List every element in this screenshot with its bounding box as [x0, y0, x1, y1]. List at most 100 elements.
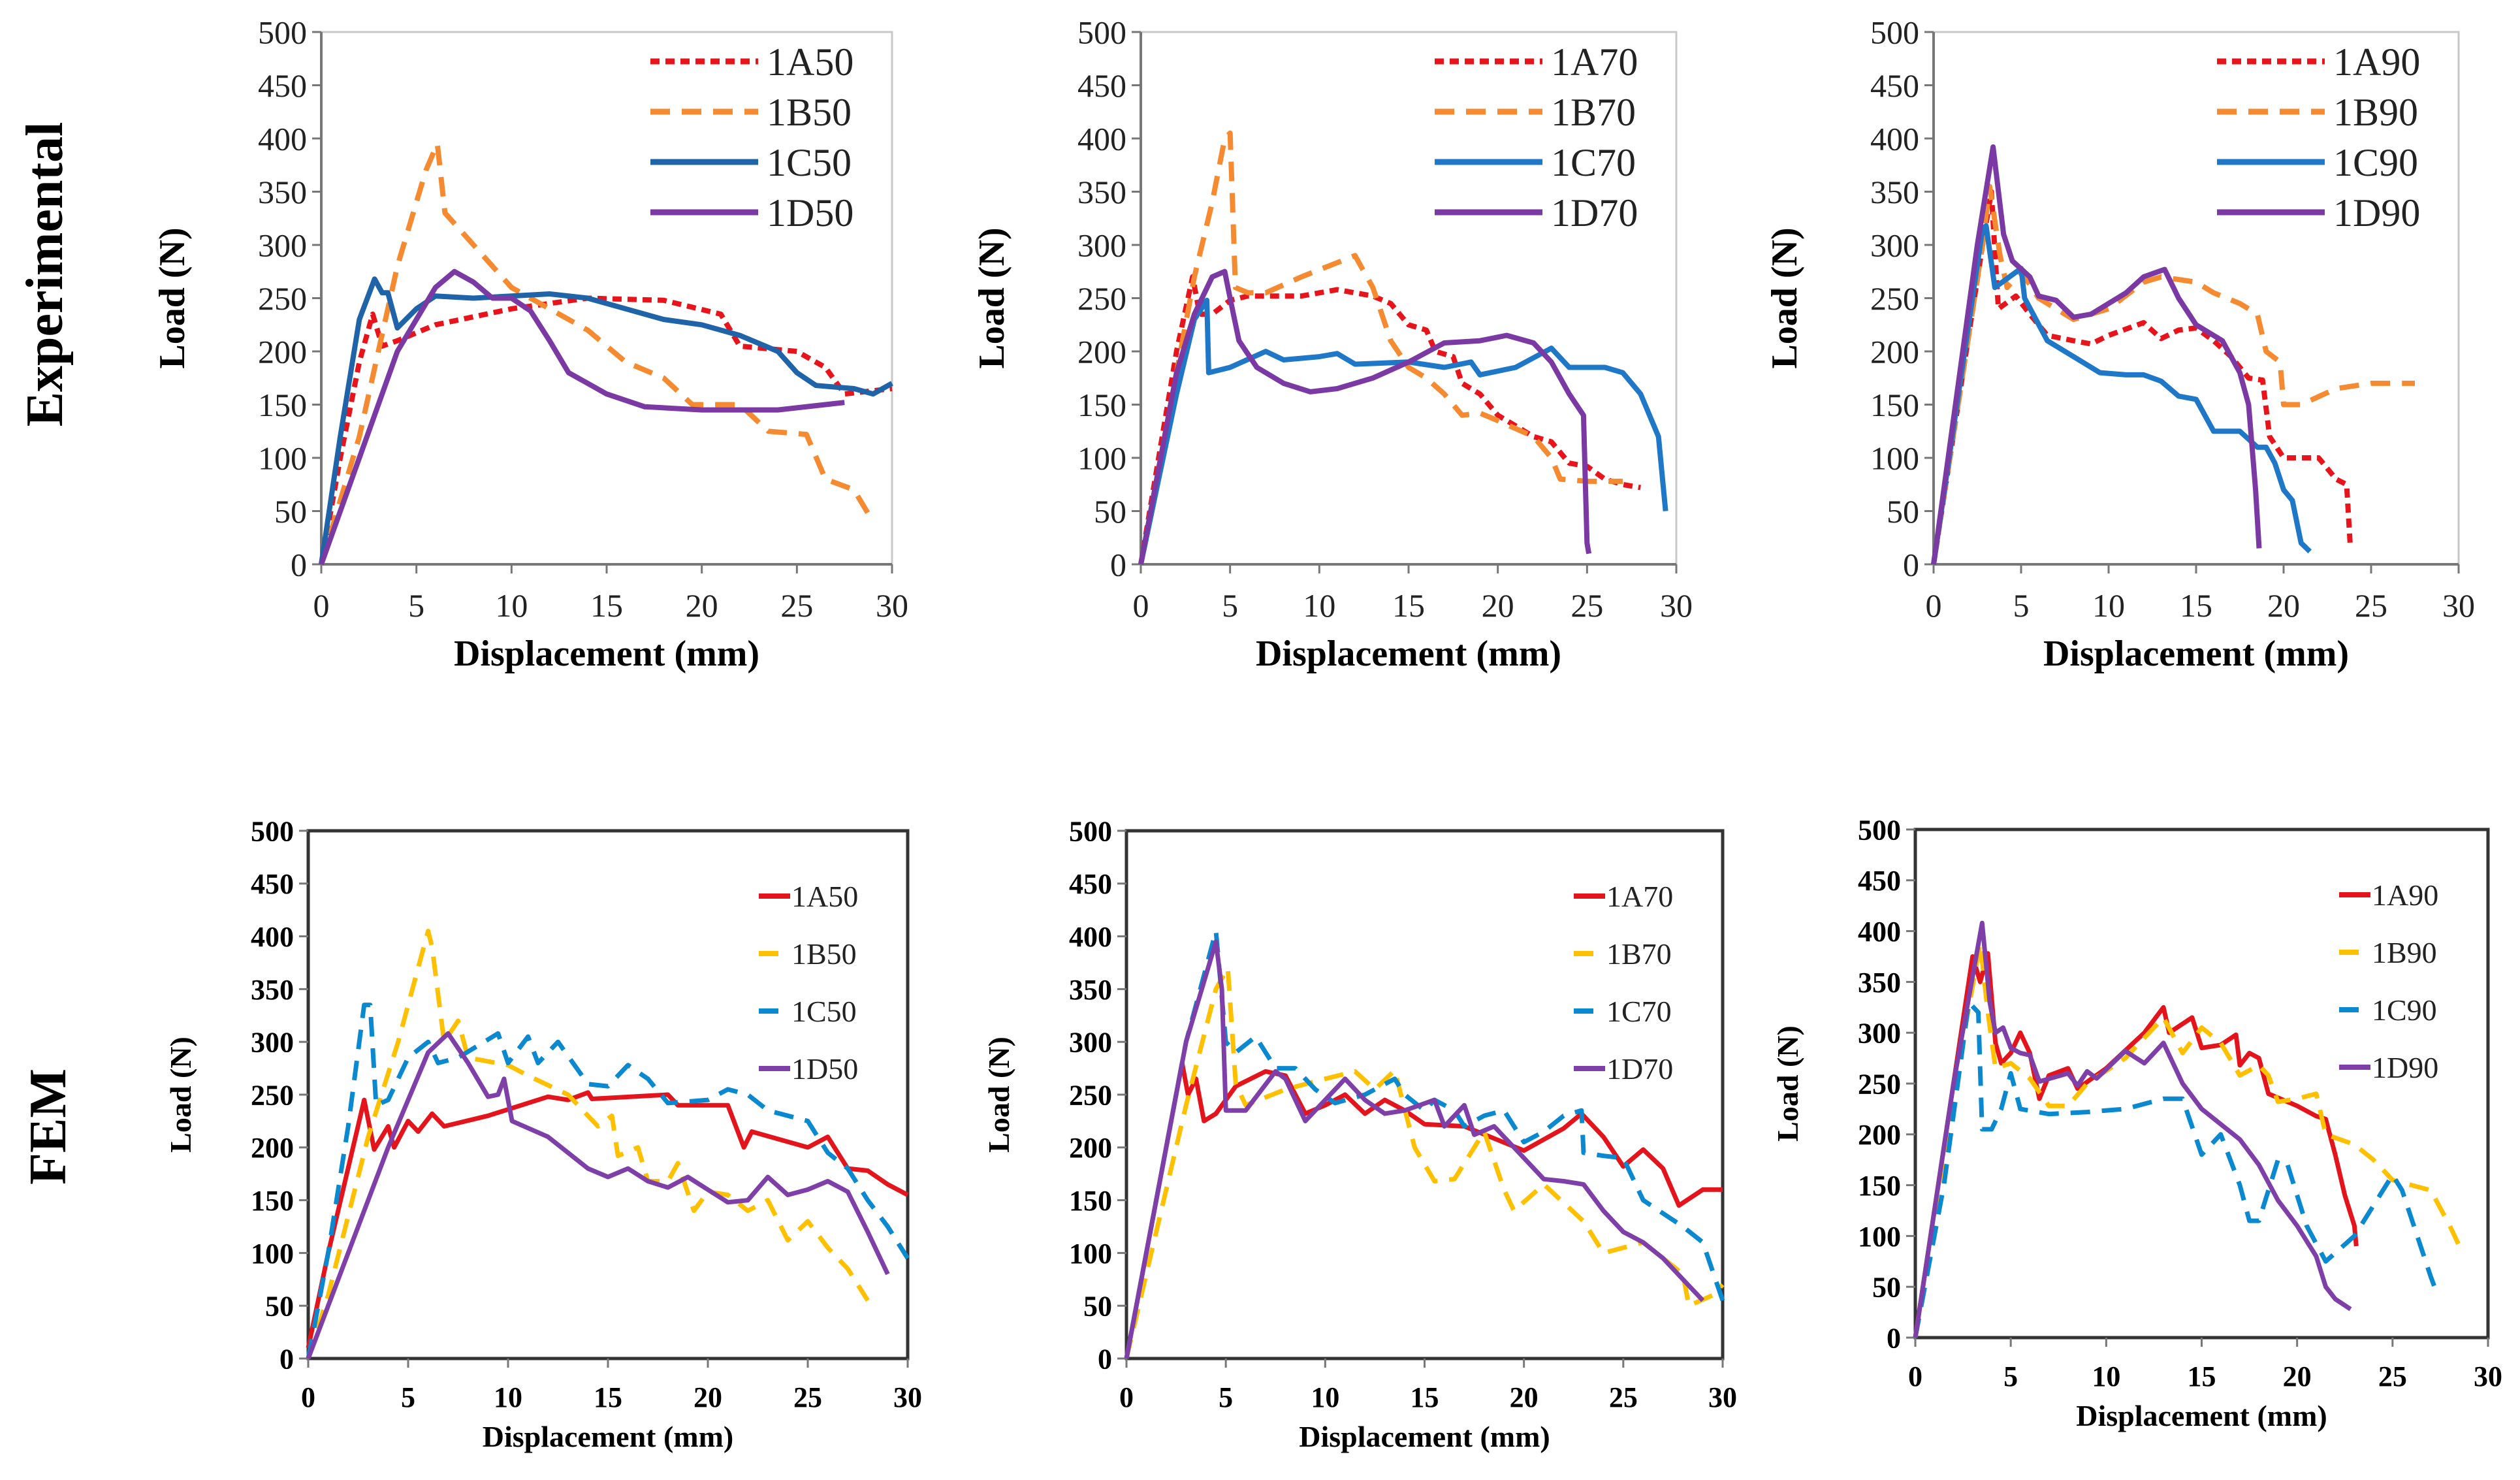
x-axis-title: Displacement (mm): [2043, 634, 2349, 674]
y-tick-label: 350: [1069, 974, 1112, 1006]
series-line-1D70: [1138, 268, 1592, 565]
series-line-1C50: [306, 1003, 910, 1359]
y-tick-label: 0: [291, 547, 307, 583]
series-line-1B70: [1138, 130, 1623, 565]
x-tick-label: 0: [1908, 1360, 1922, 1392]
chart-panel-3: 0 50 100 150 200 250 300 350 400 450 500 0 5 10 15 20 25…: [1764, 14, 2475, 675]
y-tick-label: 300: [1077, 227, 1126, 264]
chart-panel-1: 0 50 100 150 200 250 300 350 400 450 500 0 5 10 15 20 25…: [152, 14, 908, 675]
x-tick-label: 15: [1411, 1381, 1439, 1413]
legend-label: 1D70: [1551, 191, 1638, 234]
y-tick-label: 0: [1098, 1343, 1112, 1375]
y-tick-label: 50: [265, 1291, 294, 1323]
legend-label: 1B90: [2372, 936, 2437, 969]
y-tick-label: 150: [251, 1185, 294, 1217]
y-tick-label: 450: [1870, 67, 1919, 104]
y-axis-title: Load (N): [972, 227, 1012, 368]
series-line-1A70: [1124, 1061, 1723, 1359]
y-tick-label: 250: [1858, 1068, 1901, 1100]
x-axis-title: Displacement (mm): [1299, 1420, 1550, 1453]
y-tick-label: 100: [258, 440, 307, 477]
x-tick-label: 30: [2442, 587, 2475, 624]
series-line-1A90: [1931, 189, 2353, 565]
x-tick-label: 15: [594, 1381, 622, 1413]
series-line-1A90: [1913, 951, 2359, 1338]
legend-label: 1A90: [2372, 878, 2438, 912]
legend-label: 1A50: [767, 40, 853, 84]
y-tick-label: 500: [1858, 814, 1901, 846]
x-tick-label: 10: [495, 587, 528, 624]
y-axis-title: Load (N): [152, 227, 193, 368]
series-line-1B90: [1913, 941, 2462, 1338]
x-tick-label: 5: [2013, 587, 2030, 624]
x-tick-label: 5: [1219, 1381, 1233, 1413]
x-tick-label: 0: [1926, 587, 1942, 624]
y-tick-label: 100: [1870, 440, 1919, 477]
y-tick-label: 500: [258, 14, 307, 51]
x-tick-label: 20: [686, 587, 718, 624]
y-tick-label: 100: [251, 1238, 294, 1270]
y-tick-label: 150: [1069, 1185, 1112, 1217]
y-tick-label: 300: [1870, 227, 1919, 264]
y-tick-label: 200: [258, 334, 307, 370]
y-tick-label: 400: [1870, 121, 1919, 157]
y-tick-label: 500: [1069, 815, 1112, 847]
y-tick-label: 50: [1872, 1272, 1901, 1304]
y-tick-label: 200: [1077, 334, 1126, 370]
series-line-1D50: [319, 268, 845, 566]
series-line-1D70: [1124, 939, 1705, 1359]
y-tick-label: 400: [251, 921, 294, 953]
legend-label: 1B70: [1551, 91, 1636, 134]
y-tick-label: 500: [251, 815, 294, 847]
y-tick-label: 150: [1858, 1170, 1901, 1202]
x-tick-label: 25: [1609, 1381, 1638, 1413]
y-tick-label: 250: [258, 280, 307, 317]
x-tick-label: 15: [2180, 587, 2212, 624]
x-tick-label: 20: [1510, 1381, 1539, 1413]
x-tick-label: 25: [793, 1381, 822, 1413]
y-tick-label: 450: [251, 868, 294, 900]
x-axis-title: Displacement (mm): [483, 1420, 734, 1453]
x-tick-label: 15: [2188, 1360, 2216, 1392]
x-tick-label: 25: [2355, 587, 2387, 624]
x-tick-label: 20: [2283, 1360, 2312, 1392]
legend-label: 1C70: [1606, 995, 1672, 1028]
x-tick-label: 0: [313, 587, 330, 624]
legend-label: 1C70: [1551, 141, 1636, 184]
x-tick-label: 25: [780, 587, 813, 624]
x-tick-label: 15: [590, 587, 623, 624]
x-tick-label: 0: [1119, 1381, 1134, 1413]
x-tick-label: 5: [2003, 1360, 2018, 1392]
series-line-1C50: [319, 276, 893, 565]
y-tick-label: 150: [258, 387, 307, 423]
legend-label: 1C50: [791, 995, 857, 1028]
x-tick-label: 0: [301, 1381, 315, 1413]
y-tick-label: 400: [258, 121, 307, 157]
chart-panel-5: 0 50 100 150 200 250 300 350 400 450 500 0 5 10 15 20 25…: [982, 815, 1737, 1453]
y-tick-label: 250: [251, 1079, 294, 1111]
y-tick-label: 400: [1069, 921, 1112, 953]
x-tick-label: 10: [1311, 1381, 1339, 1413]
y-tick-label: 350: [258, 174, 307, 210]
legend-label: 1D90: [2333, 191, 2420, 234]
series-line-1D50: [306, 1031, 890, 1360]
series-line-1D90: [1931, 144, 2262, 565]
x-tick-label: 10: [494, 1381, 522, 1413]
x-tick-label: 5: [401, 1381, 415, 1413]
legend-label: 1D90: [2372, 1051, 2438, 1084]
x-tick-label: 5: [1222, 587, 1238, 624]
y-tick-label: 150: [1870, 387, 1919, 423]
y-tick-label: 400: [1077, 121, 1126, 157]
legend-label: 1B70: [1606, 937, 1672, 971]
y-tick-label: 350: [1870, 174, 1919, 210]
x-tick-label: 10: [2092, 587, 2125, 624]
y-tick-label: 450: [1077, 67, 1126, 104]
y-tick-label: 300: [258, 227, 307, 264]
y-tick-label: 250: [1870, 280, 1919, 317]
x-tick-label: 30: [1708, 1381, 1737, 1413]
x-tick-label: 20: [2267, 587, 2300, 624]
y-tick-label: 350: [251, 974, 294, 1006]
y-tick-label: 100: [1077, 440, 1126, 477]
